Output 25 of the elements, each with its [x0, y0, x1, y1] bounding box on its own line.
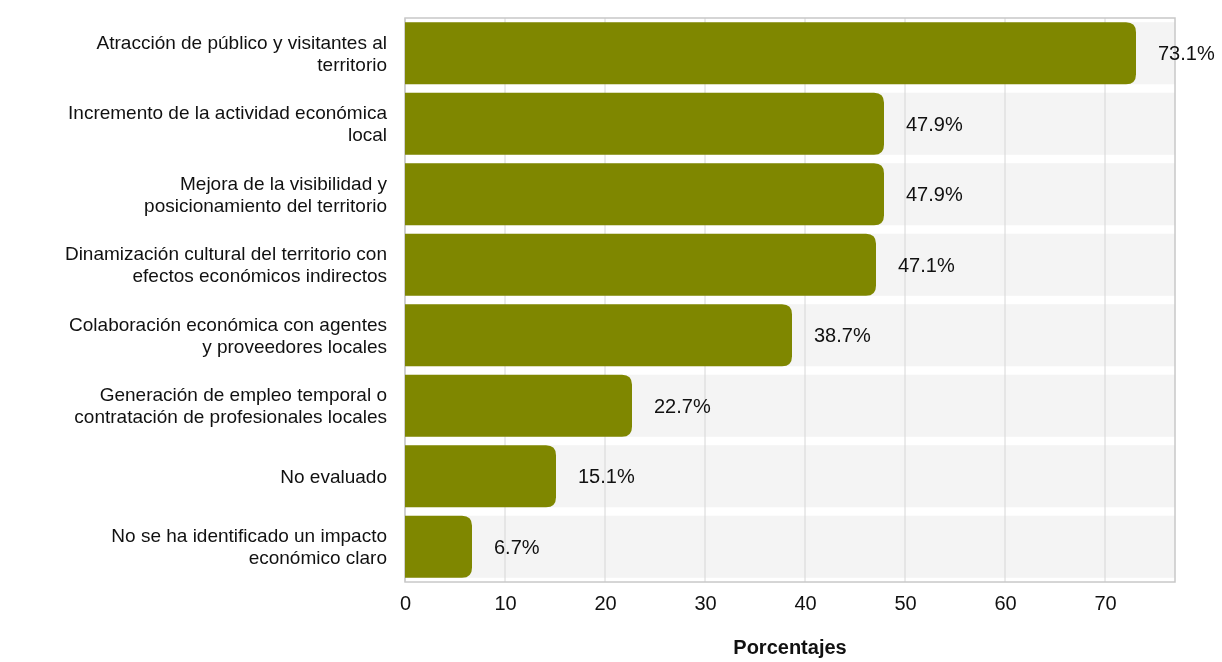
text: 38.7%: [814, 324, 871, 347]
x-tick-label: 60: [994, 592, 1017, 615]
y-tick-label: Incremento de la actividad económica local: [68, 102, 388, 146]
x-tick-label: 10: [494, 592, 517, 615]
x-tick-label: 0: [399, 592, 412, 615]
text: 6.7%: [494, 535, 540, 558]
text: 22.7%: [654, 394, 711, 417]
x-tick-label: 20: [594, 592, 617, 615]
text: 47.9%: [906, 183, 963, 206]
text: 73.1%: [1158, 42, 1215, 65]
y-tick-label: No se ha identificado un impacto económico claro: [111, 525, 387, 569]
x-tick-label: 40: [794, 592, 817, 615]
x-tick-label: 30: [694, 592, 717, 615]
y-tick-label: Mejora de la visibilidad y posicionamiento del territorio: [144, 172, 388, 216]
y-tick-label: Atracción de público y visitantes al territorio: [96, 31, 387, 75]
text: 15.1%: [578, 465, 635, 488]
x-axis-title: Porcentajes: [733, 636, 847, 658]
x-tick-label: 50: [894, 592, 917, 615]
y-tick-label: Colaboración económica con agentes y proveedores locales: [69, 313, 387, 357]
text: 47.1%: [898, 253, 955, 276]
y-tick-label: Generación de empleo temporal o contratación de profesionales locales: [74, 384, 387, 428]
text: 47.9%: [906, 112, 963, 135]
y-tick-label: No evaluado: [280, 465, 387, 487]
y-tick-label: Dinamización cultural del territorio con efectos económicos indirectos: [64, 243, 387, 287]
x-tick-label: 70: [1094, 592, 1117, 615]
